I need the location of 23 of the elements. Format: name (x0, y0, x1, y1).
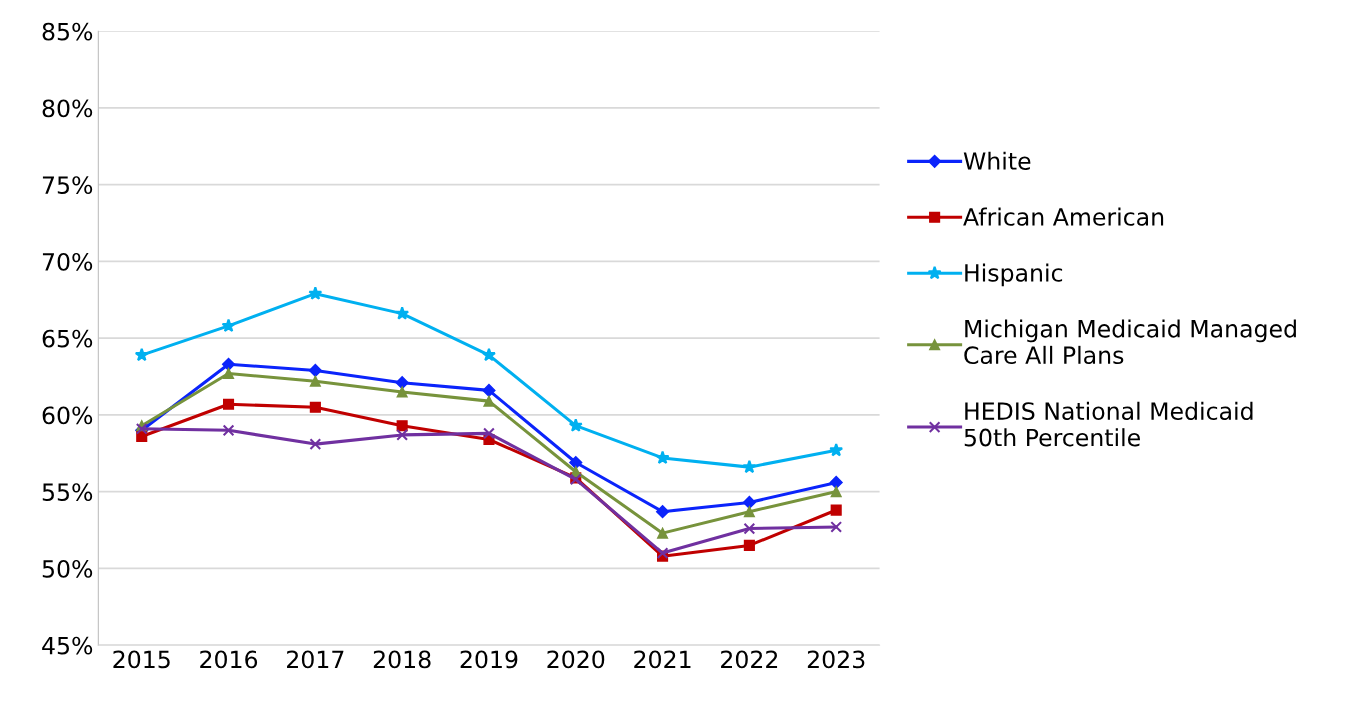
legend-label: White (963, 151, 1031, 170)
legend-label: HEDIS National Medicaid 50th Percentile (964, 401, 1253, 447)
x-tick-label: 2016 (200, 650, 258, 669)
legend-label: Michigan Medicaid Managed Care All Plans (964, 319, 1296, 365)
x-tick-label: 2023 (807, 650, 865, 669)
y-tick-label: 70% (42, 252, 93, 271)
x-tick-label: 2017 (287, 650, 344, 669)
x-tick-label: 2015 (113, 650, 170, 669)
y-tick-label: 80% (42, 99, 93, 118)
x-tick-label: 2022 (721, 650, 778, 669)
y-tick-label: 60% (42, 406, 93, 425)
x-tick-label: 2020 (547, 650, 605, 669)
y-tick-label: 55% (42, 483, 93, 501)
y-tick-label: 75% (42, 176, 93, 194)
x-tick-label: 2021 (634, 650, 691, 669)
y-tick-label: 65% (42, 329, 93, 348)
legend-label: Hispanic (965, 263, 1063, 287)
legend-label: African American (963, 207, 1164, 226)
y-tick-label: 50% (42, 559, 93, 578)
y-tick-label: 85% (42, 22, 93, 41)
x-tick-label: 2019 (460, 650, 518, 669)
y-tick-label: 45% (42, 636, 93, 655)
x-tick-label: 2018 (373, 650, 431, 669)
